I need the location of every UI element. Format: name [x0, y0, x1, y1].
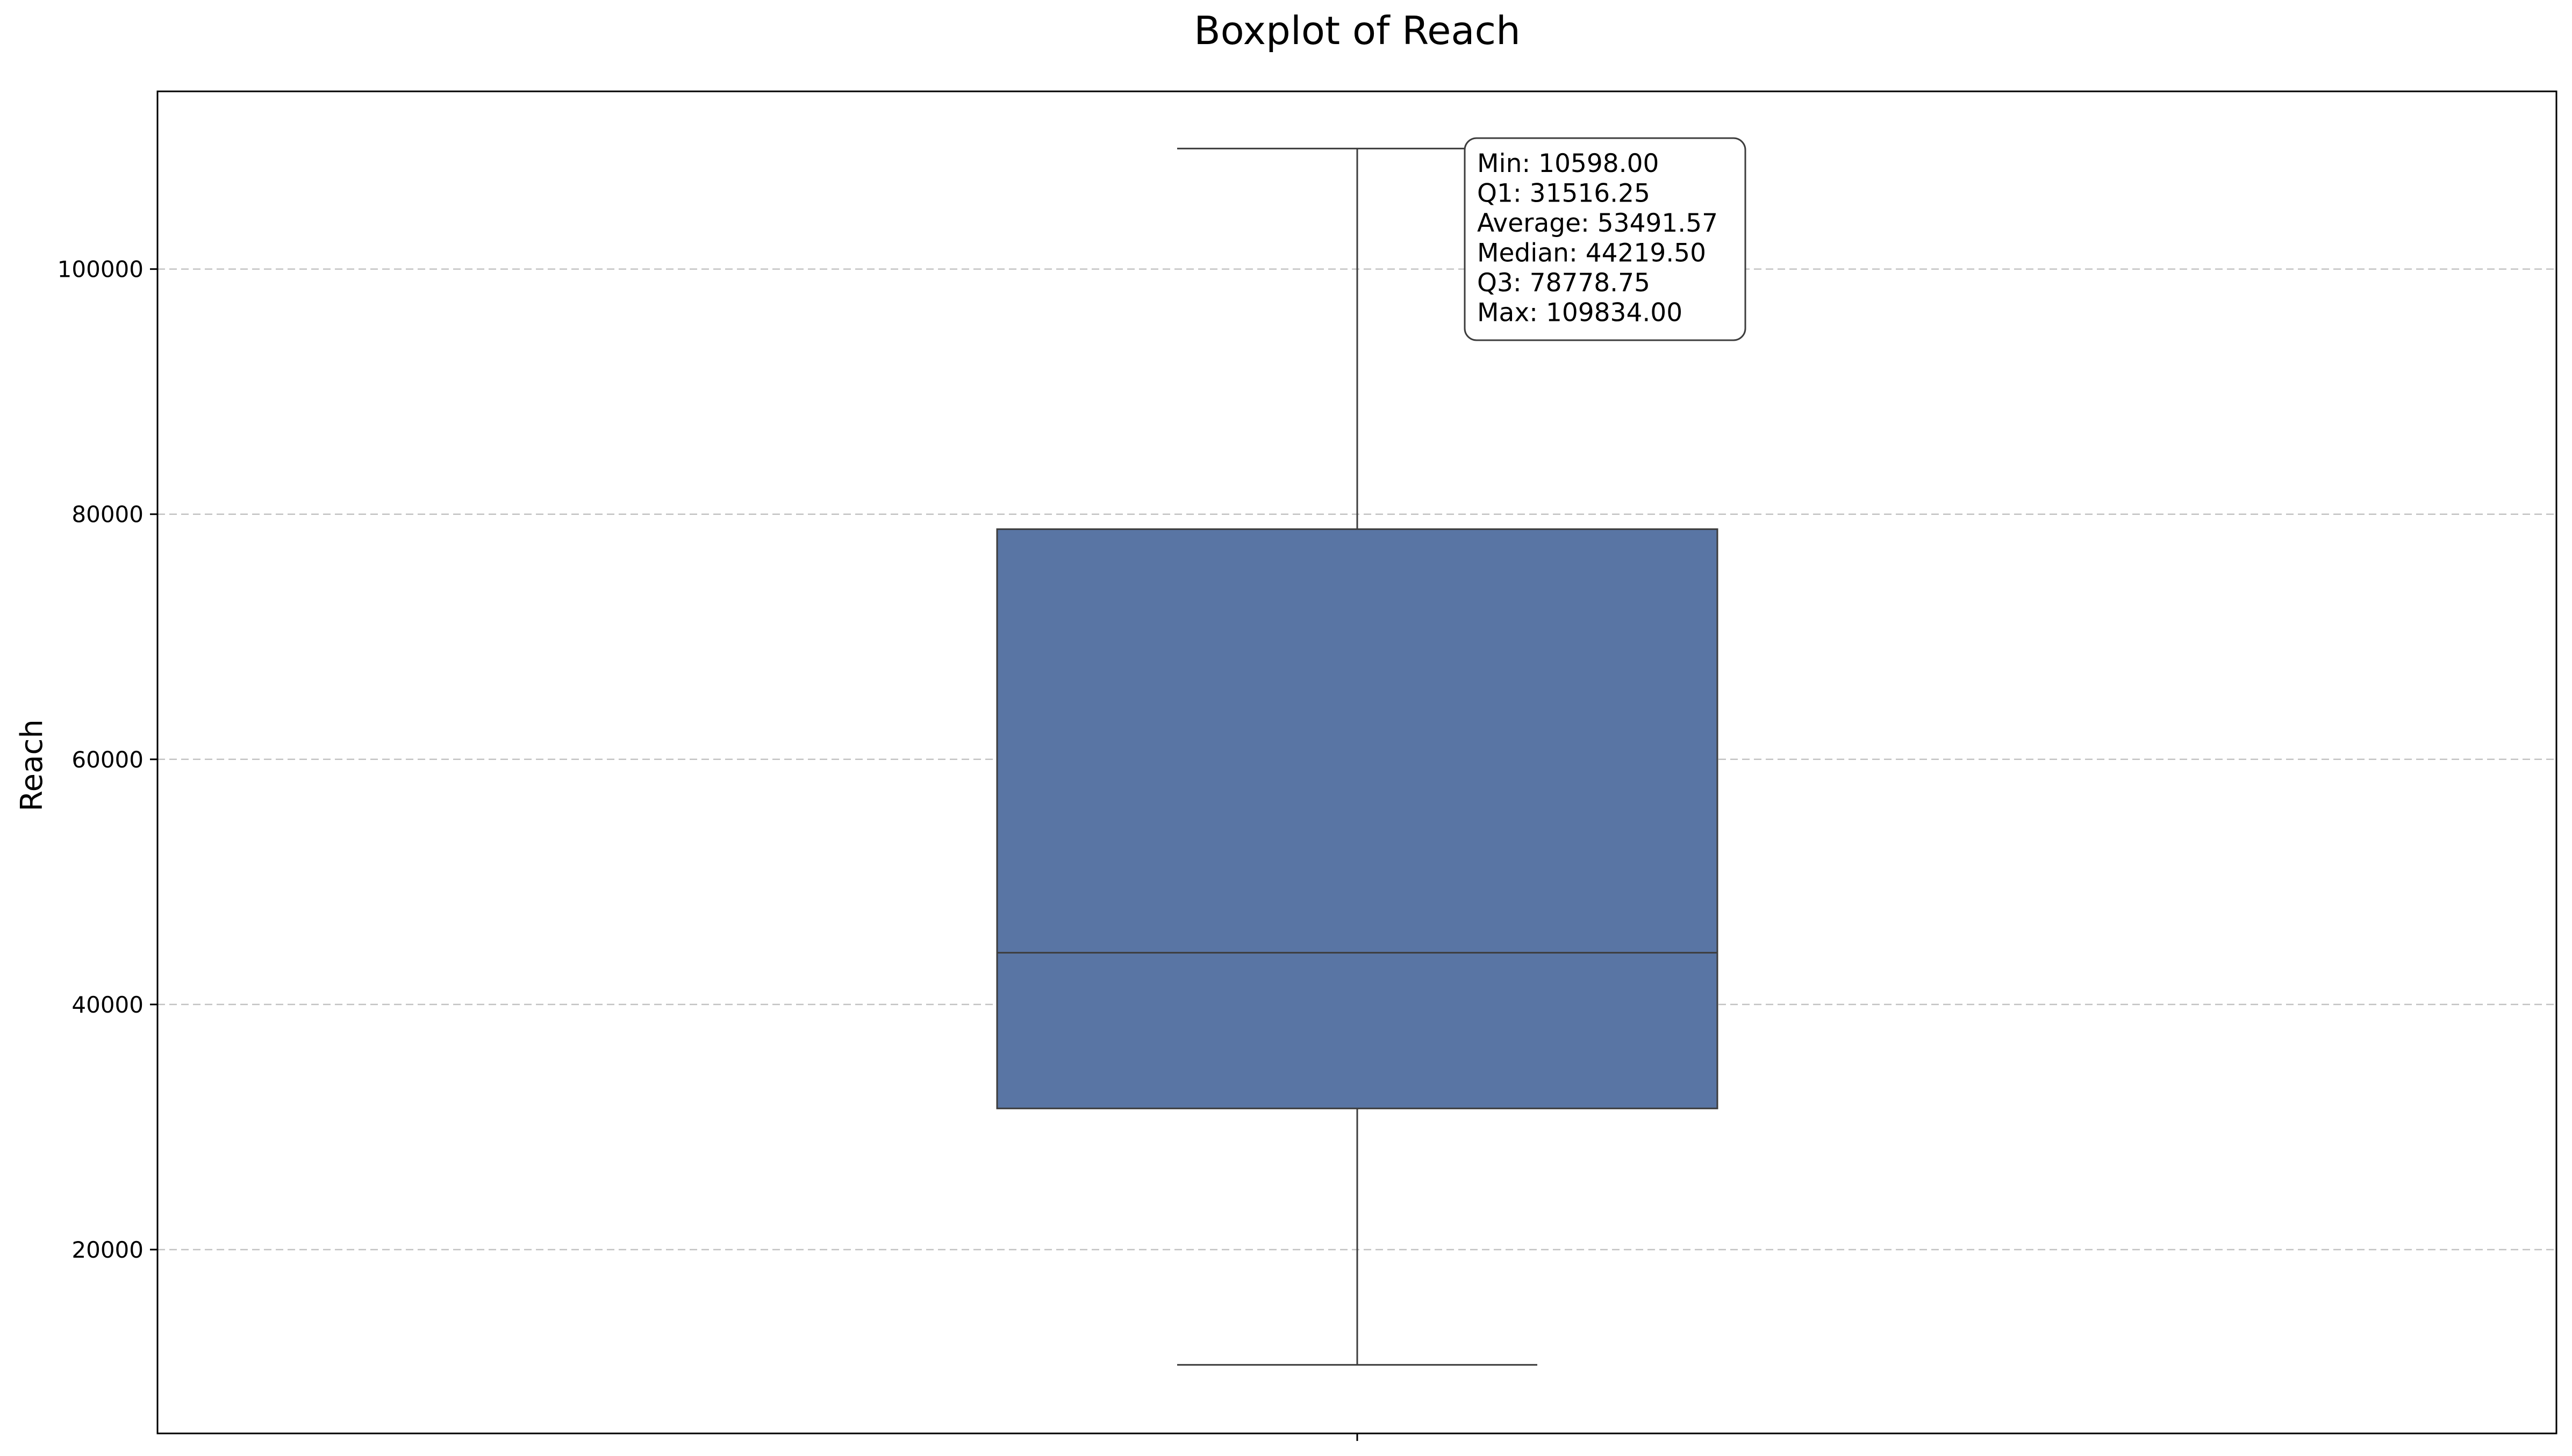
box-plot: [996, 147, 1718, 1366]
stats-line: Median: 44219.50: [1477, 239, 1706, 268]
y-axis-ticks: 20000 40000 60000 80000 100000: [58, 256, 157, 1263]
iqr-box: [996, 528, 1718, 1109]
stats-line: Q3: 78778.75: [1477, 268, 1650, 298]
stats-line: Min: 10598.00: [1477, 149, 1659, 178]
y-tick-label: 40000: [71, 992, 144, 1018]
y-tick-label: 20000: [71, 1237, 144, 1263]
stats-line: Q1: 31516.25: [1477, 179, 1650, 209]
y-tick-label: 60000: [71, 747, 144, 773]
y-tick-label: 80000: [71, 501, 144, 528]
stats-line: Max: 109834.00: [1477, 298, 1682, 328]
stats-line: Average: 53491.57: [1477, 209, 1718, 238]
stats-box: [1464, 137, 1746, 341]
y-axis-label: Reach: [15, 719, 49, 811]
y-tick-label: 100000: [58, 256, 144, 283]
chart-title: Boxplot of Reach: [1194, 8, 1520, 53]
